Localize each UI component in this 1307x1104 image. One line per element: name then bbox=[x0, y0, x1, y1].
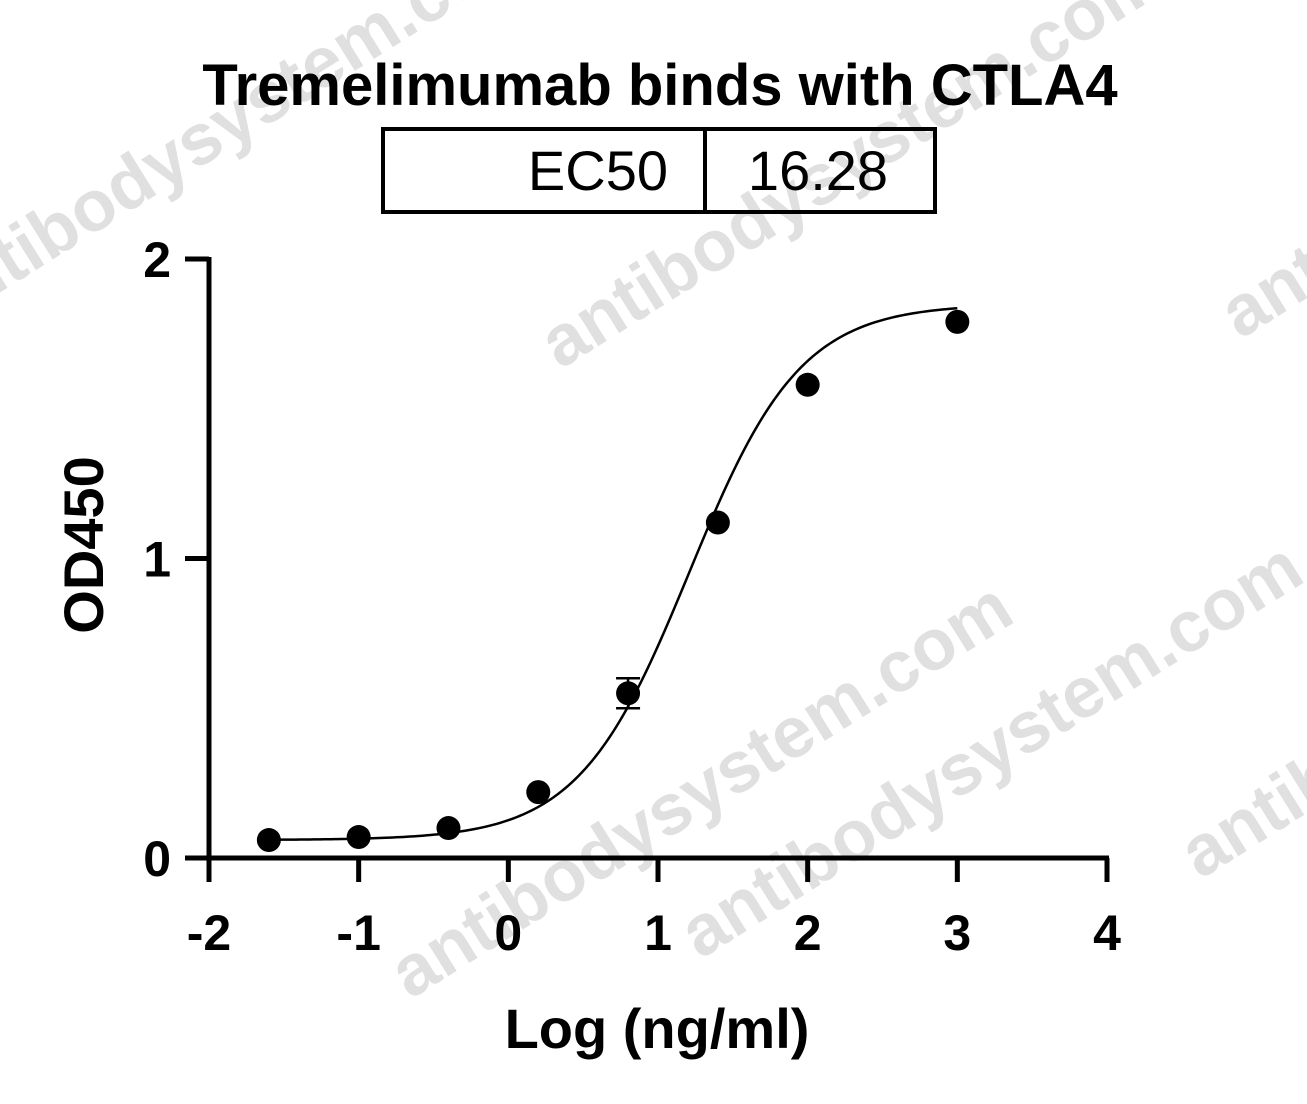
ec50-value: 16.28 bbox=[748, 139, 888, 202]
data-point bbox=[705, 510, 730, 535]
y-tick-label: 2 bbox=[143, 232, 171, 288]
watermark-text: antibodysystem.com bbox=[1206, 0, 1307, 354]
y-tick-label: 1 bbox=[143, 532, 171, 588]
ec50-label: EC50 bbox=[528, 139, 668, 202]
data-point bbox=[256, 828, 281, 853]
data-point bbox=[795, 372, 820, 397]
chart-title: Tremelimumab binds with CTLA4 bbox=[202, 53, 1117, 118]
data-point bbox=[616, 681, 641, 706]
x-tick-label: -2 bbox=[187, 905, 231, 961]
x-tick-label: 1 bbox=[644, 905, 672, 961]
x-tick-label: 4 bbox=[1093, 905, 1121, 961]
x-tick-label: -1 bbox=[336, 905, 380, 961]
data-point bbox=[436, 816, 461, 841]
watermark-text: antibodysystem.com bbox=[0, 0, 556, 344]
x-tick-label: 0 bbox=[494, 905, 522, 961]
y-axis-label: OD450 bbox=[52, 456, 115, 633]
fit-curve bbox=[268, 306, 958, 841]
x-axis-label: Log (ng/ml) bbox=[505, 997, 810, 1060]
data-point bbox=[346, 825, 371, 850]
data-point bbox=[526, 780, 551, 805]
data-points bbox=[256, 309, 970, 853]
axes: -2 -1 0 1 2 3 4 0 1 2 bbox=[143, 232, 1121, 961]
y-tick-label: 0 bbox=[143, 831, 171, 887]
x-tick-label: 2 bbox=[794, 905, 822, 961]
x-tick-label: 3 bbox=[943, 905, 971, 961]
data-point bbox=[945, 309, 970, 334]
ec50-table: EC50 16.28 bbox=[381, 127, 937, 214]
ec50-table-border bbox=[381, 127, 937, 214]
